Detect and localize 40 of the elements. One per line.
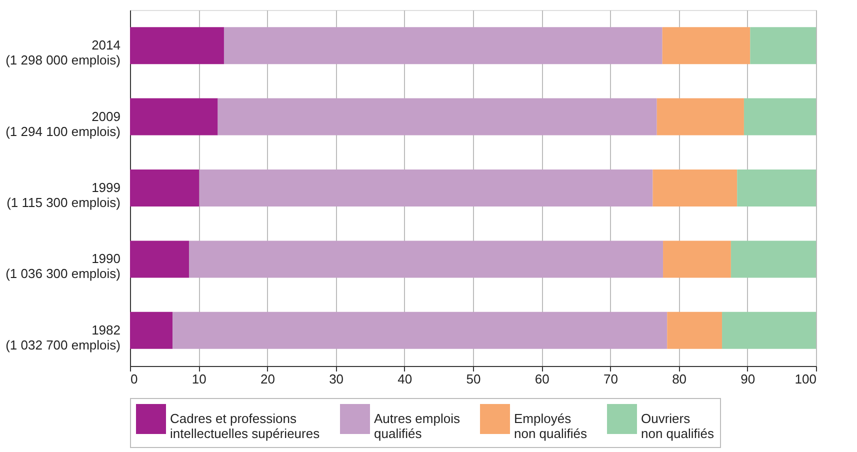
- bar: [188, 240, 664, 278]
- bar: [130, 98, 218, 136]
- bar: [722, 312, 816, 349]
- x-tick-label: 10: [192, 372, 206, 386]
- bar: [750, 27, 816, 64]
- bar: [652, 169, 738, 207]
- x-tick-label: 20: [260, 372, 275, 386]
- y-tick-label: 1999 (1 115 300 emplois): [6, 180, 120, 210]
- bar: [218, 98, 657, 136]
- bar: [224, 27, 662, 64]
- bar: [667, 312, 722, 349]
- x-tick-label: 40: [398, 372, 412, 386]
- x-tick-label: 80: [672, 372, 687, 386]
- x-tick-label: 70: [603, 372, 618, 386]
- legend-label: Autres emplois qualifiés: [374, 411, 460, 441]
- bar: [130, 169, 200, 207]
- x-tick-label: 100: [794, 372, 816, 386]
- bar: [172, 312, 668, 349]
- y-tick-label: 1990 (1 036 300 emplois): [6, 251, 120, 282]
- legend-label: Ouvriers non qualifiés: [641, 411, 714, 441]
- x-tick-label: 0: [130, 372, 138, 386]
- bar: [656, 98, 744, 136]
- y-tick-label: 1982 (1 032 700 emplois): [6, 322, 120, 352]
- bar: [199, 169, 653, 207]
- bar: [130, 240, 189, 278]
- x-tick-label: 30: [329, 372, 344, 386]
- y-tick-label: 2014 (1 298 000 emplois): [6, 38, 120, 68]
- legend-label: Cadres et professions intellectuelles supérieures: [170, 411, 320, 441]
- bar: [730, 240, 816, 278]
- bar: [130, 312, 173, 349]
- x-tick-label: 50: [466, 372, 481, 386]
- y-tick-label: 2009 (1 294 100 emplois): [6, 108, 120, 139]
- legend-label: Employés non qualifiés: [514, 411, 588, 441]
- bar: [744, 98, 816, 136]
- bar: [662, 27, 750, 64]
- x-tick-label: 90: [740, 372, 756, 386]
- bar: [737, 169, 816, 207]
- bar: [663, 240, 731, 278]
- bar: [130, 27, 224, 64]
- x-tick-label: 60: [534, 372, 550, 386]
